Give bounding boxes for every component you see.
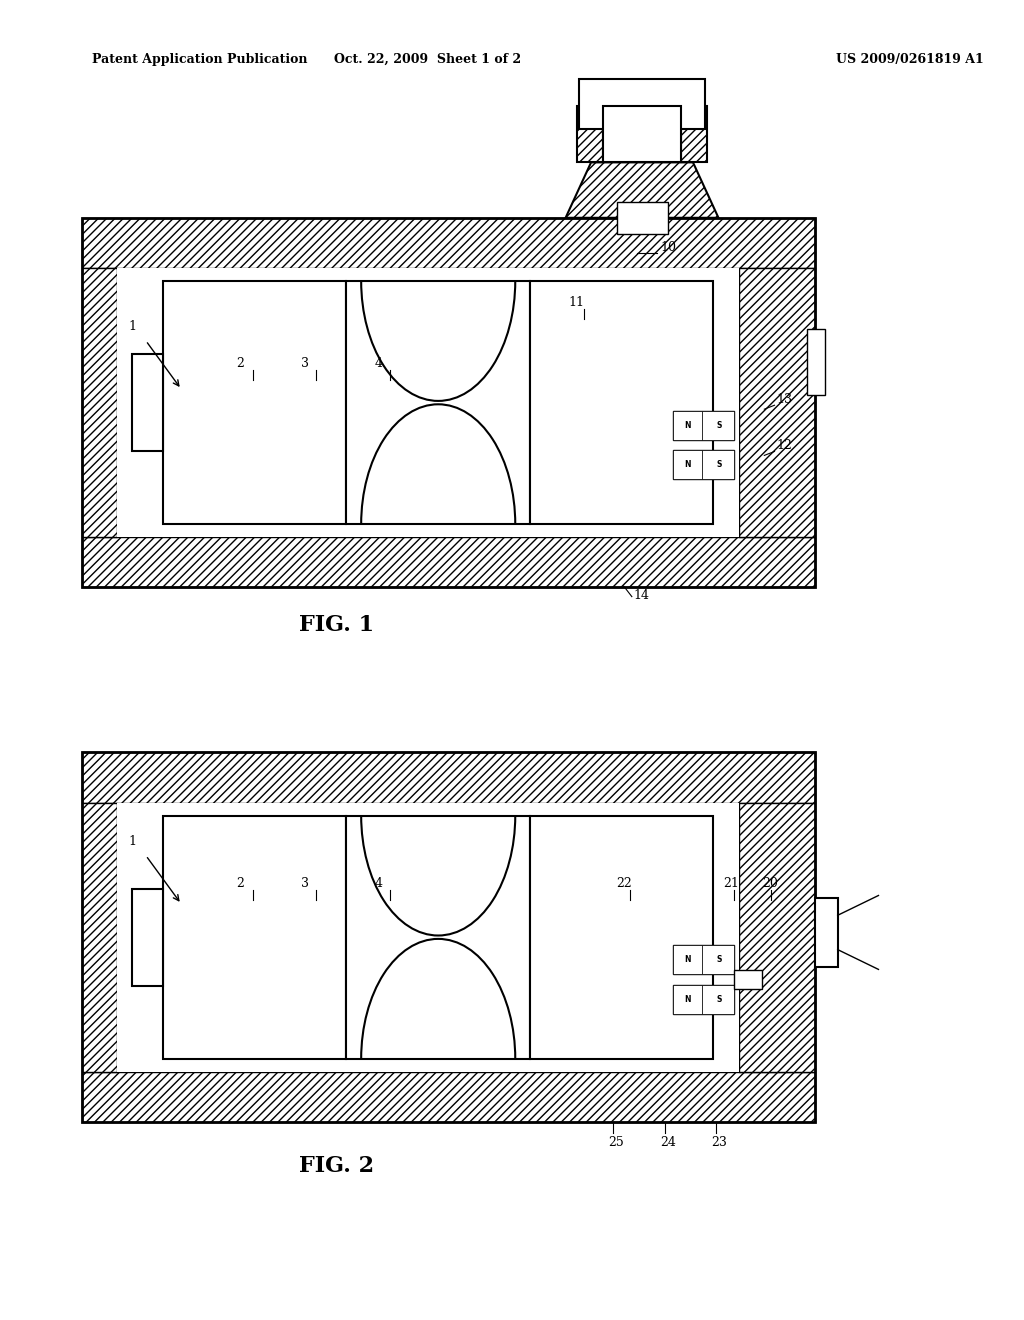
Bar bbox=[702, 450, 734, 479]
Text: 2: 2 bbox=[237, 356, 245, 370]
Bar bbox=[163, 816, 346, 1059]
Bar bbox=[346, 816, 530, 1059]
Bar bbox=[132, 888, 163, 986]
Bar bbox=[673, 945, 734, 974]
Bar bbox=[673, 945, 702, 974]
Text: 24: 24 bbox=[660, 1135, 676, 1148]
Bar bbox=[616, 202, 668, 234]
Bar bbox=[82, 752, 815, 803]
Bar bbox=[82, 268, 117, 537]
Text: S: S bbox=[717, 956, 722, 964]
Bar bbox=[579, 79, 706, 129]
Bar bbox=[673, 450, 734, 479]
Text: N: N bbox=[684, 995, 690, 1003]
Bar bbox=[82, 1072, 815, 1122]
Text: 4: 4 bbox=[375, 876, 383, 890]
Bar bbox=[739, 803, 815, 1072]
Text: 20: 20 bbox=[762, 876, 778, 890]
Bar bbox=[82, 537, 815, 587]
Text: 14: 14 bbox=[634, 589, 650, 602]
Text: 2: 2 bbox=[237, 876, 245, 890]
Text: Oct. 22, 2009  Sheet 1 of 2: Oct. 22, 2009 Sheet 1 of 2 bbox=[335, 53, 521, 66]
Bar bbox=[673, 985, 734, 1014]
Bar bbox=[681, 106, 708, 162]
Bar bbox=[82, 218, 815, 268]
Bar bbox=[815, 898, 838, 966]
Text: 23: 23 bbox=[712, 1135, 727, 1148]
Text: S: S bbox=[717, 995, 722, 1003]
Text: N: N bbox=[684, 421, 690, 429]
Bar bbox=[734, 970, 762, 989]
Text: 1: 1 bbox=[128, 319, 136, 333]
Text: 11: 11 bbox=[568, 296, 585, 309]
Text: 3: 3 bbox=[301, 356, 308, 370]
Text: US 2009/0261819 A1: US 2009/0261819 A1 bbox=[836, 53, 983, 66]
Text: 13: 13 bbox=[776, 392, 793, 405]
Bar bbox=[739, 268, 815, 537]
Text: 10: 10 bbox=[660, 240, 677, 253]
Bar bbox=[702, 945, 734, 974]
Text: FIG. 2: FIG. 2 bbox=[299, 1155, 374, 1177]
Bar bbox=[530, 281, 714, 524]
Bar bbox=[673, 985, 702, 1014]
Text: N: N bbox=[684, 956, 690, 964]
Text: 3: 3 bbox=[301, 876, 308, 890]
Text: Patent Application Publication: Patent Application Publication bbox=[92, 53, 307, 66]
Bar bbox=[673, 450, 702, 479]
Bar bbox=[577, 106, 603, 162]
Bar bbox=[346, 281, 530, 524]
Text: N: N bbox=[684, 461, 690, 469]
Text: S: S bbox=[717, 421, 722, 429]
Bar bbox=[702, 985, 734, 1014]
Text: 4: 4 bbox=[375, 356, 383, 370]
Bar bbox=[163, 281, 346, 524]
Bar bbox=[530, 816, 714, 1059]
Bar bbox=[702, 411, 734, 440]
Bar bbox=[117, 803, 739, 1072]
Bar bbox=[807, 329, 825, 395]
Bar bbox=[82, 803, 117, 1072]
Text: 22: 22 bbox=[616, 876, 632, 890]
Bar bbox=[603, 106, 681, 162]
Text: S: S bbox=[717, 461, 722, 469]
Bar bbox=[673, 411, 734, 440]
Text: 21: 21 bbox=[724, 876, 739, 890]
Text: FIG. 1: FIG. 1 bbox=[299, 614, 374, 636]
Bar bbox=[673, 411, 702, 440]
Text: 25: 25 bbox=[608, 1135, 625, 1148]
Bar bbox=[132, 354, 163, 451]
Bar bbox=[117, 268, 739, 537]
Text: 12: 12 bbox=[776, 438, 793, 451]
Text: 1: 1 bbox=[128, 834, 136, 847]
Polygon shape bbox=[565, 162, 719, 218]
